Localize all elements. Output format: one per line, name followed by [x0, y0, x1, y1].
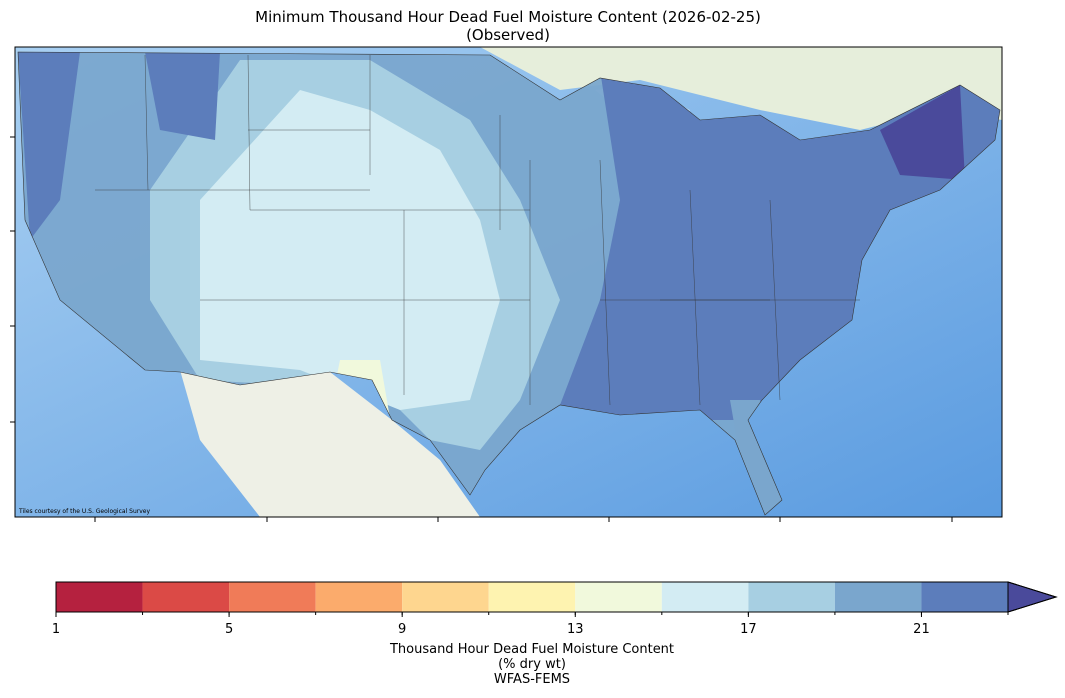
- map-axis-ticks: [10, 136, 953, 522]
- colorbar-segment: [748, 582, 835, 612]
- colorbar-segment: [488, 582, 576, 612]
- colorbar-tick-label: 13: [567, 622, 584, 637]
- colorbar-segment: [56, 582, 143, 612]
- colorbar-frame: [55, 581, 1058, 613]
- colorbar-label: WFAS-FEMS: [494, 672, 570, 687]
- colorbar-segment: [229, 582, 316, 612]
- colorbar-segment: [921, 582, 1008, 612]
- mexico: [180, 370, 480, 517]
- colorbar-segment: [315, 582, 403, 612]
- colorbar-segment: [661, 582, 749, 612]
- title: Minimum Thousand Hour Dead Fuel Moisture…: [255, 8, 761, 26]
- colorbar-label: Thousand Hour Dead Fuel Moisture Content: [389, 642, 674, 657]
- colorbar-tick-label: 1: [52, 622, 60, 637]
- canada: [480, 47, 1002, 130]
- colorbar: 1 5 9 13 17 21 Thousand Hour Dead Fuel Moistur…: [52, 581, 1058, 687]
- map-frame: [14, 46, 1003, 518]
- colorbar-segment: [402, 582, 489, 612]
- us-outline: [17, 51, 1001, 516]
- colorbar-segment: [834, 582, 922, 612]
- map: Tiles courtesy of the U.S. Geological Su…: [15, 47, 1002, 517]
- colorbar-tick-label: 21: [913, 622, 930, 637]
- colorbar-segment: [142, 582, 230, 612]
- colorbar-tick-label: 5: [225, 622, 233, 637]
- colorbar-extend: [1007, 581, 1058, 613]
- colorbar-segment: [575, 582, 662, 612]
- colorbar-label: (% dry wt): [498, 657, 566, 672]
- colorbar-tick-label: 9: [398, 622, 406, 637]
- colorbar-tick-label: 17: [740, 622, 757, 637]
- state-lines: [95, 54, 860, 406]
- subtitle: (Observed): [466, 26, 550, 44]
- attribution: Tiles courtesy of the U.S. Geological Su…: [18, 508, 150, 515]
